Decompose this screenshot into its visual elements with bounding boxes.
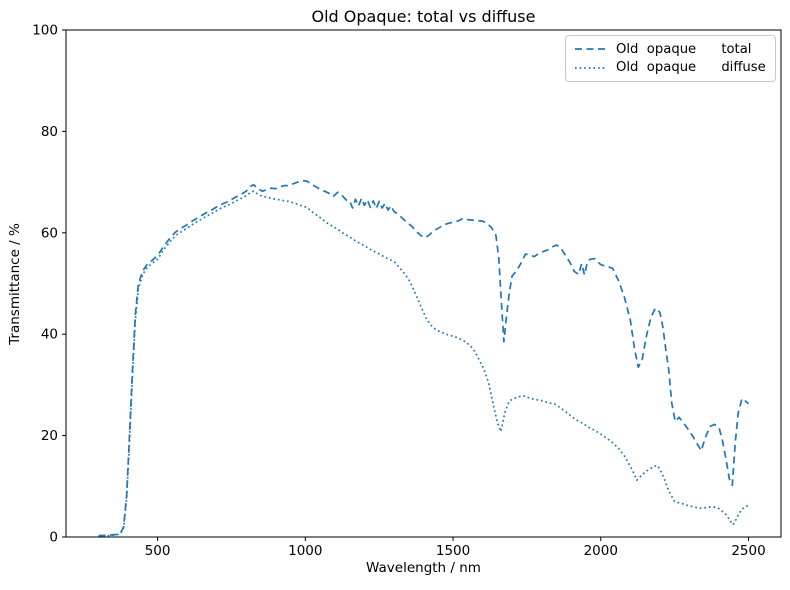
x-tick-label: 1000 xyxy=(288,543,322,559)
series-line-0 xyxy=(98,179,750,537)
x-tick-label: 2000 xyxy=(584,543,618,559)
y-tick-label: 60 xyxy=(41,225,58,241)
x-tick-label: 1500 xyxy=(436,543,470,559)
y-tick-label: 100 xyxy=(32,23,58,39)
legend-item-diffuse: Old opaque diffuse xyxy=(574,59,767,78)
y-axis-label: Transmittance / % xyxy=(7,223,23,345)
x-tick-label: 500 xyxy=(145,543,171,559)
y-tick-label: 20 xyxy=(41,428,58,444)
x-axis-label: Wavelength / nm xyxy=(366,560,481,576)
legend-label-diffuse: Old opaque diffuse xyxy=(616,60,766,76)
axes-spines xyxy=(65,29,782,538)
y-tick-label: 40 xyxy=(41,327,58,343)
series-line-1 xyxy=(98,190,749,537)
legend-label-total: Old opaque total xyxy=(616,41,752,57)
dotted-line-icon xyxy=(575,66,607,69)
chart-title: Old Opaque: total vs diffuse xyxy=(311,7,536,26)
legend: Old opaque total Old opaque diffuse xyxy=(565,35,776,82)
y-tick-label: 0 xyxy=(49,530,58,546)
legend-item-total: Old opaque total xyxy=(574,40,767,59)
dashed-line-icon xyxy=(575,48,607,51)
y-tick-label: 80 xyxy=(41,124,58,140)
x-tick-label: 2500 xyxy=(731,543,765,559)
